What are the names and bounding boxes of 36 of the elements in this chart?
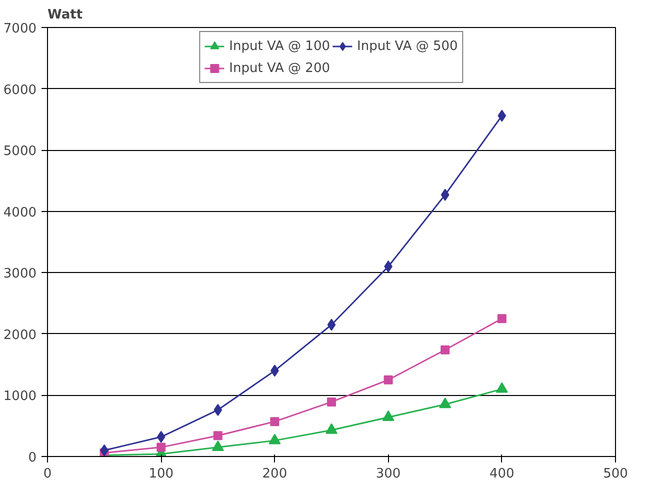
- point: [384, 375, 393, 384]
- y-tick-label: 6000: [3, 82, 37, 98]
- point: [327, 397, 336, 406]
- point: [440, 345, 450, 354]
- y-tick-label: 4000: [3, 205, 37, 220]
- point: [496, 382, 508, 393]
- point: [270, 417, 280, 426]
- point: [439, 398, 452, 408]
- y-tick-label: 7000: [3, 22, 37, 36]
- x-tick-label: 0: [43, 466, 52, 482]
- point: [497, 314, 506, 324]
- point: [212, 440, 224, 451]
- point: [326, 423, 338, 434]
- legend-label: Input VA @ 500: [357, 38, 458, 54]
- point: [382, 410, 394, 421]
- point: [327, 318, 336, 331]
- y-tick-label: 1000: [3, 389, 37, 404]
- y-tick-label: 2000: [3, 328, 37, 343]
- y-tick-label: 0: [28, 450, 37, 466]
- point: [440, 188, 450, 201]
- legend-label: Input VA @ 100: [229, 38, 330, 54]
- x-tick-label: 500: [603, 466, 628, 482]
- x-tick-label: 400: [489, 466, 514, 482]
- point: [213, 431, 222, 440]
- y-tick-label: 3000: [3, 266, 37, 282]
- y-axis-title: Watt: [48, 8, 83, 22]
- point: [156, 430, 166, 443]
- x-tick-label: 300: [376, 466, 401, 482]
- x-tick-label: 200: [262, 466, 288, 482]
- y-tick-label: 5000: [3, 144, 37, 160]
- point: [268, 434, 281, 444]
- point: [498, 110, 506, 122]
- point: [214, 404, 222, 416]
- legend-label: Input VA @ 200: [229, 60, 330, 76]
- point: [156, 442, 166, 452]
- x-tick-label: 100: [148, 466, 174, 482]
